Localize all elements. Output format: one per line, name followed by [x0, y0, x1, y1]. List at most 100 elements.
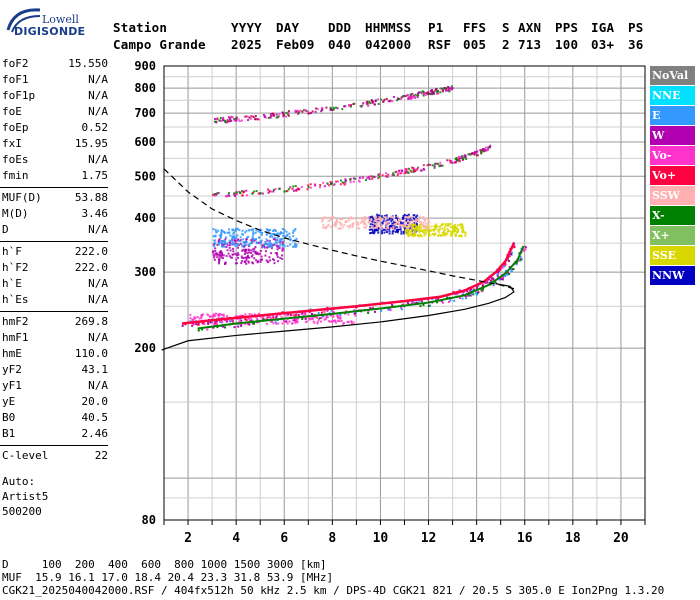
echo-dot — [254, 313, 257, 316]
echo-dot — [275, 244, 278, 247]
echo-dot — [370, 218, 373, 221]
param-label: B1 — [2, 427, 16, 440]
echo-dot — [291, 322, 294, 325]
echo-dot — [380, 218, 383, 221]
echo-dot — [503, 265, 506, 268]
echo-dot — [344, 182, 347, 185]
echo-dot — [409, 233, 412, 236]
echo-dot — [407, 213, 410, 216]
echo-dot — [427, 305, 430, 308]
echo-dot — [235, 117, 238, 120]
echo-dot — [228, 255, 231, 258]
echo-dot — [333, 311, 336, 314]
echo-dot — [449, 226, 452, 229]
echo-dot — [259, 192, 262, 195]
echo-dot — [424, 219, 427, 222]
echo-dot — [277, 322, 280, 325]
echo-dot — [261, 245, 264, 248]
echo-dot — [419, 227, 422, 230]
echo-dot — [241, 249, 244, 252]
echo-dot — [366, 101, 369, 104]
echo-dot — [276, 314, 279, 317]
echo-dot — [411, 217, 414, 220]
echo-dot — [235, 191, 238, 194]
echo-dot — [252, 115, 255, 118]
digisonde-logo: Lowell DIGISONDE — [4, 4, 104, 42]
echo-dot — [418, 91, 421, 94]
echo-dot — [292, 231, 295, 234]
echo-dot — [433, 234, 436, 237]
echo-dot — [220, 245, 223, 248]
echo-dot — [239, 236, 242, 239]
echo-dot — [317, 311, 320, 314]
echo-dot — [378, 223, 381, 226]
echo-dot — [251, 115, 254, 118]
echo-dot — [292, 229, 295, 232]
echo-dot — [248, 244, 251, 247]
echo-dot — [384, 172, 387, 175]
echo-dot — [269, 228, 272, 231]
param-value: N/A — [88, 293, 108, 306]
echo-dot — [409, 217, 412, 220]
echo-dot — [387, 100, 390, 103]
values-1: 2025 — [231, 37, 262, 52]
labels-3: DDD — [328, 20, 352, 35]
echo-dot — [471, 152, 474, 155]
echo-dot — [192, 318, 195, 321]
echo-dot — [427, 163, 430, 166]
param-label: h`F2 — [2, 261, 29, 274]
echo-dot — [405, 231, 408, 234]
echo-dot — [414, 229, 417, 232]
echo-dot — [502, 275, 505, 278]
echo-dot — [339, 317, 342, 320]
echo-dot — [408, 225, 411, 228]
echo-dot — [231, 236, 234, 239]
labels-11: PS — [628, 20, 644, 35]
echo-dot — [268, 189, 271, 192]
values-11: 36 — [628, 37, 644, 52]
echo-dot — [273, 242, 276, 245]
echo-dot — [313, 321, 316, 324]
echo-dot — [505, 272, 508, 275]
echo-dot — [469, 152, 472, 155]
echo-dot — [252, 228, 255, 231]
echo-dot — [378, 216, 381, 219]
echo-dot — [351, 224, 354, 227]
echo-dot — [418, 220, 421, 223]
echo-dot — [271, 233, 274, 236]
echo-dot — [332, 108, 335, 111]
echo-dot — [292, 240, 295, 243]
echo-dot — [312, 320, 315, 323]
echo-dot — [413, 223, 416, 226]
echo-dot — [283, 114, 286, 117]
echo-dot — [342, 322, 345, 325]
echo-dot — [240, 324, 243, 327]
echo-dot — [322, 315, 325, 318]
echo-dot — [348, 104, 351, 107]
echo-dot — [227, 252, 230, 255]
echo-dot — [220, 239, 223, 242]
y-tick-label: 900 — [134, 59, 156, 73]
echo-dot — [343, 105, 346, 108]
echo-dot — [380, 224, 383, 227]
echo-dot — [414, 233, 417, 236]
echo-dot — [387, 308, 390, 311]
echo-dot — [254, 245, 257, 248]
echo-dot — [320, 317, 323, 320]
echo-dot — [231, 256, 234, 259]
echo-dot — [286, 322, 289, 325]
echo-dot — [406, 218, 409, 221]
echo-dot — [330, 314, 333, 317]
echo-dot — [404, 171, 407, 174]
param-value: 3.46 — [81, 207, 109, 220]
echo-dot — [473, 153, 476, 156]
echo-dot — [422, 221, 425, 224]
x-tick-label: 4 — [232, 531, 240, 546]
echo-dot — [253, 238, 256, 241]
echo-dot — [368, 178, 371, 181]
echo-dot — [282, 240, 285, 243]
echo-dot — [368, 220, 371, 223]
echo-dot — [397, 219, 400, 222]
echo-dot — [246, 236, 249, 239]
echo-dot — [470, 293, 473, 296]
